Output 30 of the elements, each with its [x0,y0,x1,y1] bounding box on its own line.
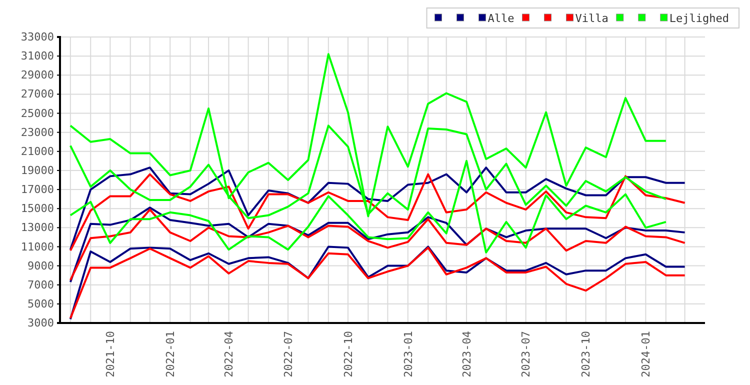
x-tick-label: 2023-07 [520,331,533,378]
y-tick-label: 17000 [20,183,54,196]
x-tick-label: 2023-04 [460,330,474,378]
legend-label: Alle [488,12,514,25]
y-tick-label: 31000 [20,50,54,63]
x-tick-label: 2021-10 [104,331,118,378]
x-tick-label: 2022-10 [342,331,355,378]
y-tick-label: 29000 [20,68,54,82]
y-tick-label: 27000 [20,88,54,101]
y-tick-label: 9000 [28,259,54,272]
legend-label: Villa [575,12,608,25]
y-tick-label: 11000 [20,240,54,254]
legend-label: Lejlighed [669,12,729,25]
x-tick-label: 2024-01 [640,331,653,378]
line-series [69,53,667,218]
y-tick-label: 23000 [20,126,54,139]
y-tick-label: 33000 [20,30,54,44]
y-tick-label: 15000 [20,202,54,216]
y-tick-label: 21000 [20,144,54,158]
y-tick-label: 5000 [28,297,54,310]
x-tick-label: 2023-01 [402,331,415,378]
x-tick-label: 2022-04 [222,330,236,378]
x-tick-label: 2022-07 [282,331,295,378]
y-tick-label: 19000 [20,164,54,177]
y-tick-label: 13000 [20,221,54,234]
y-tick-label: 7000 [28,278,54,292]
y-tick-label: 3000 [28,316,54,330]
y-tick-label: 25000 [20,106,54,120]
x-tick-label: 2023-10 [580,331,593,378]
x-tick-label: 2022-01 [164,331,177,378]
